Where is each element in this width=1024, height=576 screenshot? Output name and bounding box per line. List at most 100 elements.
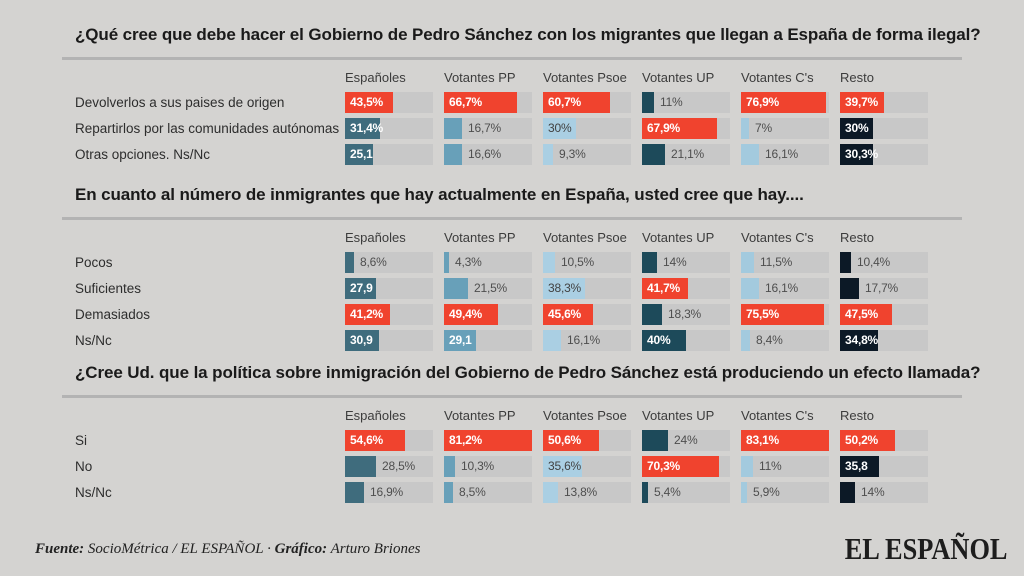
bar-value: 16,1% — [567, 333, 601, 347]
bar-track: 11,5% — [741, 252, 829, 273]
column-header-spacer — [75, 69, 334, 87]
column-header-votantes-psoe: Votantes Psoe — [543, 408, 627, 423]
bar-track: 17,7% — [840, 278, 928, 299]
bar-track: 41,7% — [642, 278, 730, 299]
bar-fill — [345, 144, 373, 165]
bar-track: 13,8% — [543, 482, 631, 503]
bar-track: 16,6% — [444, 144, 532, 165]
bar-track: 11% — [642, 92, 730, 113]
row-label: Ns/Nc — [75, 485, 112, 500]
column-header-votantes-pp: Votantes PP — [444, 230, 516, 245]
bar-value: 30% — [845, 121, 869, 135]
bar-fill — [840, 278, 860, 299]
bar-value: 31,4% — [350, 121, 384, 135]
el-espanol-logo: EL ESPAÑOL — [845, 531, 1008, 566]
bar-track: 4,3% — [444, 252, 532, 273]
bar-track: 16,9% — [345, 482, 433, 503]
bar-value: 67,9% — [647, 121, 681, 135]
bar-track: 8,6% — [345, 252, 433, 273]
bar-fill — [741, 430, 829, 451]
bar-value: 8,4% — [756, 333, 783, 347]
credits-separator: · — [267, 540, 271, 557]
bar-value: 5,4% — [654, 485, 681, 499]
survey-grid: Españoles Votantes PP Votantes Psoe Votante… — [75, 407, 1024, 503]
column-header-votantes-psoe: Votantes Psoe — [543, 70, 627, 85]
bar-track: 16,1% — [741, 278, 829, 299]
bar-value: 27,9 — [350, 281, 373, 295]
bar-fill — [345, 304, 391, 325]
bar-fill — [444, 92, 518, 113]
row-label: Suficientes — [75, 281, 142, 296]
bar-fill — [840, 144, 874, 165]
bar-fill — [642, 430, 669, 451]
row-label: Ns/Nc — [75, 333, 112, 348]
bar-track: 11% — [741, 456, 829, 477]
bar-value: 25,1 — [350, 147, 373, 161]
bar-track: 10,4% — [840, 252, 928, 273]
bar-fill — [642, 330, 686, 351]
column-header-votantes-pp: Votantes PP — [444, 70, 516, 85]
bar-fill — [543, 252, 555, 273]
bar-fill — [543, 118, 576, 139]
bar-value: 38,3% — [548, 281, 582, 295]
bar-value: 11% — [759, 459, 782, 473]
bar-fill — [741, 92, 826, 113]
bar-fill — [444, 430, 532, 451]
bar-value: 81,2% — [449, 433, 483, 447]
survey-section-1: ¿Qué cree que debe hacer el Gobierno de … — [0, 24, 1024, 165]
bar-track: 21,1% — [642, 144, 730, 165]
column-header-votantes-up: Votantes UP — [642, 230, 715, 245]
bar-track: 76,9% — [741, 92, 829, 113]
bar-fill — [444, 482, 454, 503]
section-divider — [62, 57, 962, 60]
bar-fill — [345, 278, 376, 299]
bar-track: 41,2% — [345, 304, 433, 325]
bar-track: 29,1 — [444, 330, 532, 351]
bar-fill — [444, 278, 468, 299]
bar-track: 66,7% — [444, 92, 532, 113]
bar-fill — [840, 304, 893, 325]
bar-track: 14% — [642, 252, 730, 273]
bar-track: 67,9% — [642, 118, 730, 139]
bar-track: 30,3% — [840, 144, 928, 165]
bar-fill — [642, 144, 666, 165]
bar-value: 50,2% — [845, 433, 879, 447]
bar-track: 83,1% — [741, 430, 829, 451]
bar-fill — [642, 252, 658, 273]
bar-fill — [444, 330, 476, 351]
bar-track: 16,1% — [543, 330, 631, 351]
column-header-espa-oles: Españoles — [345, 70, 406, 85]
row-label: Otras opciones. Ns/Nc — [75, 147, 211, 162]
bar-value: 39,7% — [845, 95, 879, 109]
bar-value: 28,5% — [382, 459, 416, 473]
row-label: Pocos — [75, 255, 113, 270]
survey-grid: Españoles Votantes PP Votantes Psoe Votante… — [75, 69, 1024, 165]
column-header-votantes-c-s: Votantes C's — [741, 70, 814, 85]
bar-value: 41,2% — [350, 307, 384, 321]
bar-track: 38,3% — [543, 278, 631, 299]
bar-value: 16,9% — [370, 485, 404, 499]
section-title: ¿Cree Ud. que la política sobre inmigrac… — [75, 363, 981, 382]
bar-value: 8,5% — [459, 485, 486, 499]
bar-track: 54,6% — [345, 430, 433, 451]
bar-track: 9,3% — [543, 144, 631, 165]
bar-fill — [741, 144, 759, 165]
bar-fill — [543, 92, 610, 113]
bar-fill — [543, 330, 561, 351]
bar-fill — [840, 430, 896, 451]
bar-value: 35,6% — [548, 459, 582, 473]
bar-track: 28,5% — [345, 456, 433, 477]
bar-value: 30,3% — [845, 147, 879, 161]
bar-fill — [840, 118, 873, 139]
bar-track: 18,3% — [642, 304, 730, 325]
bar-value: 10,5% — [561, 255, 595, 269]
bar-fill — [741, 304, 825, 325]
credits-line: Fuente: SocioMétrica / EL ESPAÑOL · Gráf… — [35, 541, 420, 558]
bar-fill — [642, 456, 720, 477]
bar-value: 14% — [663, 255, 687, 269]
bar-track: 27,9 — [345, 278, 433, 299]
bar-track: 35,6% — [543, 456, 631, 477]
bar-track: 35,8 — [840, 456, 928, 477]
bar-fill — [345, 330, 379, 351]
